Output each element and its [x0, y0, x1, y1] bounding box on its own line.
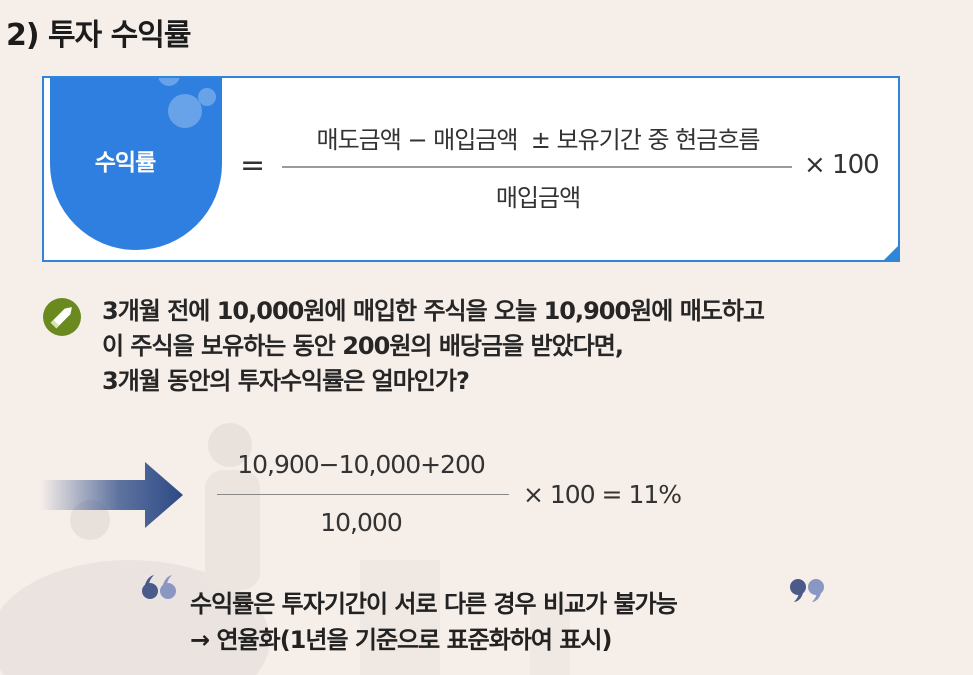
- fraction-line: [282, 166, 792, 168]
- question-line: 3개월 전에 10,000원에 매입한 주식을 오늘 10,900원에 매도하고: [102, 297, 765, 325]
- question-line: 3개월 동안의 투자수익률은 얼마인가?: [102, 367, 470, 395]
- calc-numerator: 10,900−10,000+200: [237, 450, 486, 479]
- note-text: 수익률은 투자기간이 서로 다른 경우 비교가 불가능 → 연율화(1년을 기준…: [190, 586, 678, 658]
- formula-multiplier: × 100: [804, 150, 880, 180]
- page-title: 2) 투자 수익률: [6, 18, 191, 53]
- note-line: → 연율화(1년을 기준으로 표준화하여 표시): [190, 626, 612, 654]
- close-quote-icon: [790, 579, 824, 602]
- equals-sign: =: [240, 148, 266, 183]
- formula-label: 수익률: [94, 150, 156, 176]
- formula-box: 수익률 = 매도금액 − 매입금액 ± 보유기간 중 현금흐름 매입금액 × 1…: [42, 76, 900, 262]
- open-quote-icon: [142, 575, 176, 599]
- calc-fraction-line: [217, 494, 509, 495]
- formula-numerator: 매도금액 − 매입금액 ± 보유기간 중 현금흐름: [316, 126, 761, 154]
- question-text: 3개월 전에 10,000원에 매입한 주식을 오늘 10,900원에 매도하고…: [102, 294, 765, 399]
- calc-result: × 100 = 11%: [523, 480, 682, 509]
- calc-denominator: 10,000: [320, 508, 402, 537]
- pencil-icon: [43, 298, 81, 336]
- formula-label-badge: 수익률: [50, 78, 222, 250]
- arrow-right-icon: [40, 462, 183, 528]
- corner-triangle: [882, 244, 900, 262]
- formula-denominator: 매입금액: [495, 184, 581, 212]
- question-line: 이 주식을 보유하는 동안 200원의 배당금을 받았다면,: [102, 332, 624, 360]
- note-line: 수익률은 투자기간이 서로 다른 경우 비교가 불가능: [190, 590, 678, 618]
